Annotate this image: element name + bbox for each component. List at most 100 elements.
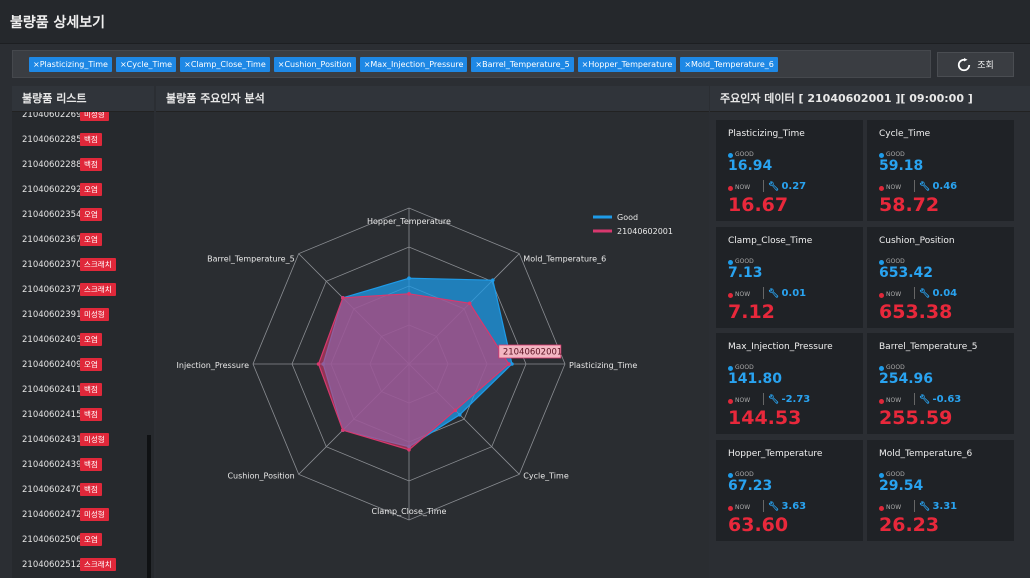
- data-point[interactable]: [467, 301, 472, 306]
- now-label: NOW: [886, 397, 902, 404]
- chip-close-icon[interactable]: ×: [684, 60, 692, 69]
- data-point[interactable]: [341, 428, 345, 432]
- chip-label: Cycle_Time: [126, 60, 173, 69]
- list-item[interactable]: 21040602403 오염: [12, 327, 154, 352]
- list-item[interactable]: 21040602431 미성형: [12, 427, 154, 452]
- good-dot-icon: [879, 260, 884, 265]
- list-item[interactable]: 21040602411 백점: [12, 377, 154, 402]
- item-id: 21040602431: [22, 434, 82, 445]
- list-item[interactable]: 21040602377 스크래치: [12, 277, 154, 302]
- factor-name: Max_Injection_Pressure: [728, 342, 833, 352]
- data-point[interactable]: [507, 362, 511, 366]
- query-button-label: 조회: [977, 61, 994, 71]
- now-dot-icon: [879, 293, 884, 298]
- good-value: 141.80: [728, 371, 783, 387]
- chip-close-icon[interactable]: ×: [277, 60, 285, 69]
- data-point[interactable]: [341, 296, 345, 300]
- chip-label: Plasticizing_Time: [39, 60, 108, 69]
- defect-badge: 미성형: [80, 308, 109, 321]
- axis-label: Hopper_Temperature: [367, 217, 451, 226]
- now-dot-icon: [728, 186, 733, 191]
- filter-chip[interactable]: ×Plasticizing_Time: [29, 57, 112, 72]
- legend-label[interactable]: 21040602001: [617, 227, 673, 236]
- tooltip-box: [498, 344, 562, 359]
- query-button[interactable]: 조회: [937, 52, 1014, 77]
- defect-badge: 오염: [80, 533, 102, 546]
- defect-badge: 백점: [80, 483, 102, 496]
- data-point[interactable]: [316, 362, 321, 366]
- chip-close-icon[interactable]: ×: [475, 60, 483, 69]
- chip-close-icon[interactable]: ×: [581, 60, 589, 69]
- factor-data-header: 주요인자 데이터 [ 21040602001 ][ 09:00:00 ]: [710, 86, 1030, 112]
- list-item[interactable]: 21040602292 오염: [12, 177, 154, 202]
- filter-chips: ×Plasticizing_Time ×Cycle_Time ×Clamp_Clos…: [29, 57, 778, 72]
- now-dot-icon: [879, 506, 884, 511]
- divider: [914, 393, 915, 405]
- data-point[interactable]: [491, 278, 495, 282]
- list-item[interactable]: 21040602512 스크래치: [12, 552, 154, 577]
- list-item[interactable]: 21040602415 백점: [12, 402, 154, 427]
- data-point[interactable]: [407, 448, 411, 452]
- filter-chip[interactable]: ×Cushion_Position: [273, 57, 356, 72]
- chip-close-icon[interactable]: ×: [184, 60, 191, 69]
- chip-close-icon[interactable]: ×: [119, 60, 127, 69]
- divider: [763, 287, 764, 299]
- list-item[interactable]: 21040602391 미성형: [12, 302, 154, 327]
- chip-close-icon[interactable]: ×: [33, 60, 40, 69]
- list-item[interactable]: 21040602285 백점: [12, 127, 154, 152]
- good-value: 29.54: [879, 478, 924, 494]
- item-id: 21040602391: [22, 309, 82, 320]
- filter-bar: ×Plasticizing_Time ×Cycle_Time ×Clamp_Clos…: [12, 50, 931, 78]
- data-point[interactable]: [510, 362, 514, 366]
- filter-chip[interactable]: ×Cycle_Time: [115, 57, 177, 72]
- list-item[interactable]: 21040602439 백점: [12, 452, 154, 477]
- now-label: NOW: [735, 504, 751, 511]
- filter-chip[interactable]: ×Mold_Temperature_6: [680, 57, 778, 72]
- diff-text: 3.31: [932, 501, 958, 512]
- data-point[interactable]: [407, 276, 411, 280]
- filter-chip[interactable]: ×Barrel_Temperature_5: [471, 57, 574, 72]
- list-item[interactable]: 21040602288 백점: [12, 152, 154, 177]
- filter-chip[interactable]: ×Max_Injection_Pressure: [359, 57, 468, 72]
- analysis-header: 불량품 주요인자 분석: [156, 86, 709, 112]
- radar-chart: Plasticizing_Time Cycle_Time Clamp_Close_T…: [177, 207, 673, 521]
- now-value: 16.67: [728, 194, 789, 216]
- list-item[interactable]: 21040602370 스크래치: [12, 252, 154, 277]
- chip-label: Cushion_Position: [284, 60, 352, 69]
- list-scrollbar[interactable]: [147, 435, 151, 578]
- item-id: 21040602367: [22, 234, 82, 245]
- now-dot-icon: [728, 293, 733, 298]
- divider: [763, 393, 764, 405]
- chip-close-icon[interactable]: ×: [363, 60, 371, 69]
- item-id: 21040602354: [22, 209, 82, 220]
- item-id: 21040602377: [22, 284, 82, 295]
- data-point[interactable]: [453, 408, 458, 413]
- refresh-icon: [958, 57, 971, 71]
- axis-label: Cushion_Position: [227, 471, 294, 480]
- good-label: GOOD: [735, 258, 754, 265]
- list-item[interactable]: 21040602269 미성형: [12, 112, 154, 127]
- defect-badge: 백점: [80, 458, 102, 471]
- list-item[interactable]: 21040602506 오염: [12, 527, 154, 552]
- defect-badge: 백점: [80, 383, 102, 396]
- diff-value: 🔧︎ 0.27: [768, 181, 806, 192]
- list-item[interactable]: 21040602367 오염: [12, 227, 154, 252]
- factor-name: Clamp_Close_Time: [728, 236, 813, 246]
- factor-name: Cycle_Time: [879, 129, 931, 139]
- diff-value: 🔧︎ -0.63: [919, 394, 961, 405]
- data-point[interactable]: [457, 412, 462, 417]
- good-value: 16.94: [728, 158, 773, 174]
- legend-label[interactable]: Good: [617, 213, 638, 222]
- list-item[interactable]: 21040602354 오염: [12, 202, 154, 227]
- data-point[interactable]: [407, 292, 411, 296]
- filter-chip[interactable]: ×Clamp_Close_Time: [180, 57, 270, 72]
- list-item[interactable]: 21040602472 미성형: [12, 502, 154, 527]
- diff-text: 0.04: [932, 288, 958, 299]
- good-dot-icon: [728, 153, 733, 158]
- good-value: 7.13: [728, 265, 763, 281]
- now-label: NOW: [886, 504, 902, 511]
- list-item[interactable]: 21040602409 오염: [12, 352, 154, 377]
- filter-chip[interactable]: ×Hopper_Temperature: [577, 57, 677, 72]
- defect-badge: 백점: [80, 408, 102, 421]
- list-item[interactable]: 21040602470 백점: [12, 477, 154, 502]
